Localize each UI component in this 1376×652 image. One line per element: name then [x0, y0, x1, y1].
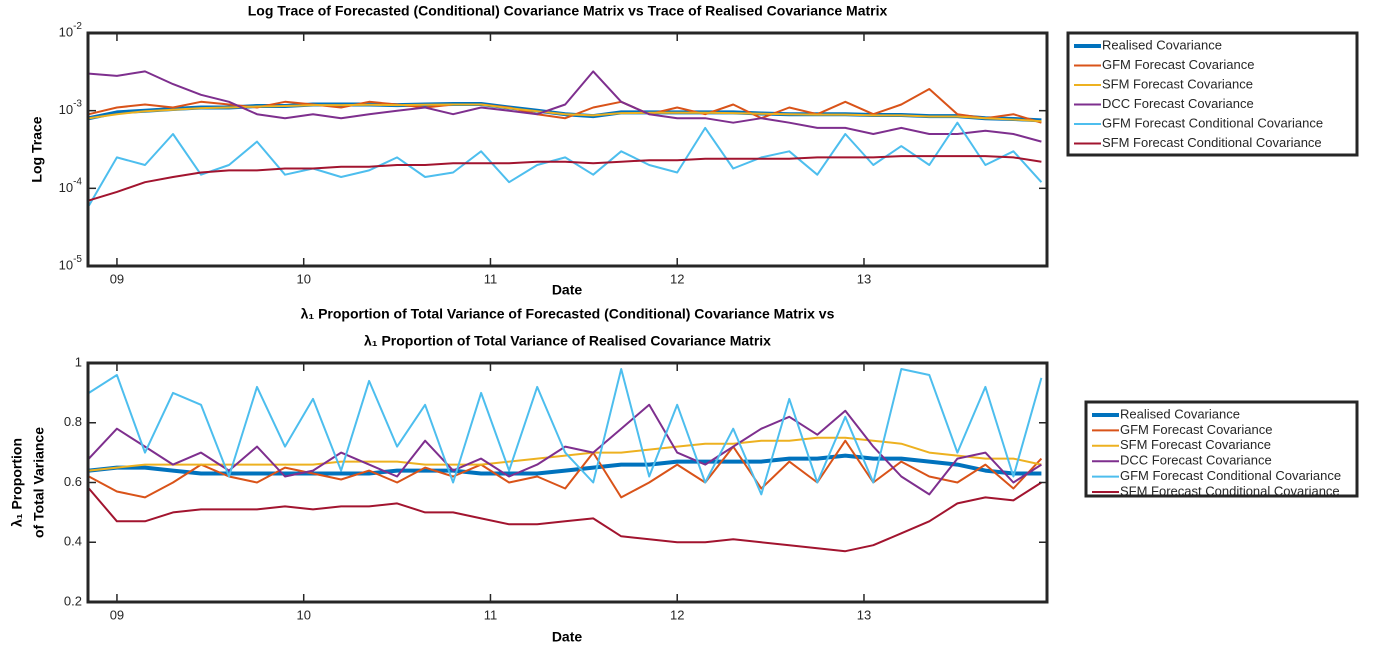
x-tick-label: 13 [857, 607, 871, 622]
series-line [88, 103, 1042, 123]
axes-box [86, 361, 1049, 604]
y-tick-exponent: -3 [73, 98, 82, 109]
legend-label: DCC Forecast Covariance [1102, 96, 1254, 111]
y-tick-exponent: -5 [73, 254, 82, 265]
series-line [88, 403, 1042, 496]
legend-label: GFM Forecast Covariance [1120, 422, 1272, 437]
x-tick-label: 13 [857, 271, 871, 286]
x-tick-label: 11 [484, 607, 498, 622]
x-tick-label: 11 [484, 271, 498, 286]
series-line [88, 155, 1042, 202]
y-tick-label: 10-5 [59, 254, 83, 273]
y-tick-label: 0.2 [64, 593, 82, 608]
x-tick-label: 12 [670, 607, 684, 622]
legend-label: GFM Forecast Conditional Covariance [1120, 468, 1341, 483]
x-tick-label: 10 [296, 271, 310, 286]
legend-box [1084, 400, 1359, 498]
legend-label: DCC Forecast Covariance [1120, 453, 1272, 468]
y-tick-label: 1 [75, 354, 82, 369]
y-axis-label: of Total Variance [31, 427, 47, 538]
subplot: Log Trace of Forecasted (Conditional) Co… [29, 3, 1359, 298]
legend-label: Realised Covariance [1120, 406, 1240, 421]
y-tick-label: 10-2 [59, 21, 83, 40]
y-tick-label: 0.6 [64, 474, 82, 489]
y-axis-label: λ₁ Proportion [9, 438, 25, 527]
y-tick-exponent: -2 [73, 21, 82, 32]
y-tick-exponent: -4 [73, 176, 82, 187]
legend-label: SFM Forecast Covariance [1120, 437, 1271, 452]
x-axis-label: Date [552, 629, 583, 645]
legend-label: SFM Forecast Conditional Covariance [1120, 483, 1340, 498]
x-tick-label: 12 [670, 271, 684, 286]
series-line [88, 453, 1042, 476]
legend-label: GFM Forecast Covariance [1102, 57, 1254, 72]
series-line [88, 368, 1043, 496]
series-line [88, 70, 1042, 143]
series-line [88, 481, 1042, 553]
x-tick-label: 09 [110, 607, 124, 622]
x-axis-label: Date [552, 282, 583, 298]
subplot: λ₁ Proportion of Total Variance of Forec… [9, 306, 1359, 645]
legend-box [1066, 31, 1359, 157]
chart-title: Log Trace of Forecasted (Conditional) Co… [248, 3, 888, 19]
y-tick-label: 10-3 [59, 98, 83, 117]
y-tick-label: 10-4 [59, 176, 83, 195]
y-tick-label: 0.4 [64, 534, 82, 549]
legend-label: SFM Forecast Conditional Covariance [1102, 135, 1322, 150]
y-tick-label: 0.8 [64, 414, 82, 429]
legend-label: GFM Forecast Conditional Covariance [1102, 115, 1323, 130]
y-axis-label: Log Trace [29, 116, 45, 182]
legend-label: Realised Covariance [1102, 37, 1222, 52]
x-tick-label: 09 [110, 271, 124, 286]
legend-label: SFM Forecast Covariance [1102, 76, 1253, 91]
chart-title: λ₁ Proportion of Total Variance of Forec… [301, 306, 835, 322]
series-line [88, 121, 1043, 207]
x-tick-label: 10 [296, 607, 310, 622]
chart-title: λ₁ Proportion of Total Variance of Reali… [364, 333, 771, 349]
axes-box [86, 31, 1049, 268]
series-line [88, 439, 1043, 499]
